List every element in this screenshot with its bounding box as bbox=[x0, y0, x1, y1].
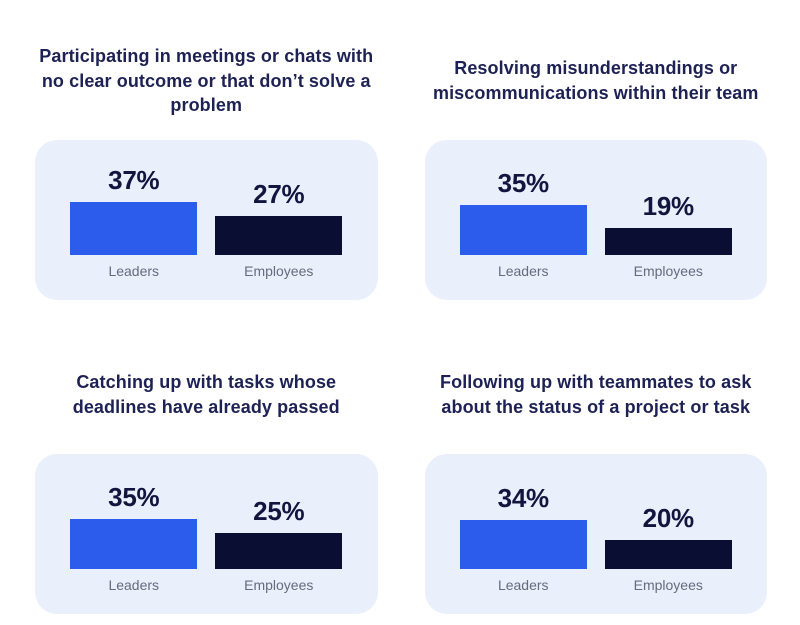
leaders-bar bbox=[459, 205, 587, 255]
bar-group-leaders: 35% Leaders bbox=[459, 168, 587, 280]
value-label: 27% bbox=[253, 179, 305, 209]
category-label: Leaders bbox=[497, 263, 549, 279]
chart-panel-deadlines: Catching up with tasks whose deadlines h… bbox=[35, 336, 378, 625]
value-label: 37% bbox=[108, 165, 160, 195]
chart-title: Resolving misunderstandings or miscommun… bbox=[432, 58, 759, 103]
bar-group-employees: 27% Employees bbox=[215, 179, 343, 280]
value-label: 25% bbox=[253, 495, 305, 526]
leaders-bar bbox=[459, 519, 587, 569]
chart-card: 35% Leaders 25% Employees bbox=[35, 453, 378, 614]
category-label: Leaders bbox=[497, 576, 549, 593]
value-label: 35% bbox=[497, 168, 549, 198]
leaders-bar bbox=[70, 202, 198, 255]
chart-panel-followup: Following up with teammates to ask about… bbox=[424, 336, 767, 625]
employees-bar bbox=[215, 216, 343, 255]
value-label: 19% bbox=[642, 191, 694, 221]
value-label: 20% bbox=[642, 502, 694, 533]
chart-card: 34% Leaders 20% Employees bbox=[424, 453, 767, 614]
chart-title: Following up with teammates to ask about… bbox=[440, 371, 752, 417]
category-label: Employees bbox=[244, 263, 314, 279]
leaders-bar bbox=[70, 518, 198, 569]
value-label: 34% bbox=[497, 482, 549, 513]
category-label: Leaders bbox=[108, 263, 160, 279]
chart-panel-meetings: Participating in meetings or chats with … bbox=[35, 22, 378, 312]
bar-group-leaders: 37% Leaders bbox=[70, 165, 198, 280]
bar-group-employees: 19% Employees bbox=[604, 191, 732, 280]
category-label: Employees bbox=[633, 576, 703, 593]
employees-bar bbox=[215, 532, 343, 569]
employees-bar bbox=[604, 539, 732, 569]
category-label: Employees bbox=[244, 576, 314, 593]
category-label: Leaders bbox=[108, 576, 160, 593]
bar-group-leaders: 35% Leaders bbox=[70, 481, 198, 594]
category-label: Employees bbox=[633, 263, 703, 279]
chart-card: 35% Leaders 19% Employees bbox=[424, 140, 767, 300]
value-label: 35% bbox=[108, 481, 160, 512]
bar-group-employees: 20% Employees bbox=[604, 502, 732, 594]
bar-group-leaders: 34% Leaders bbox=[459, 482, 587, 594]
employees-bar bbox=[604, 228, 732, 255]
chart-card: 37% Leaders 27% Employees bbox=[35, 140, 378, 300]
bar-group-employees: 25% Employees bbox=[215, 495, 343, 594]
chart-title: Catching up with tasks whose deadlines h… bbox=[72, 371, 340, 417]
chart-panel-misunderstandings: Resolving misunderstandings or miscommun… bbox=[424, 22, 767, 312]
chart-title: Participating in meetings or chats with … bbox=[39, 45, 374, 116]
